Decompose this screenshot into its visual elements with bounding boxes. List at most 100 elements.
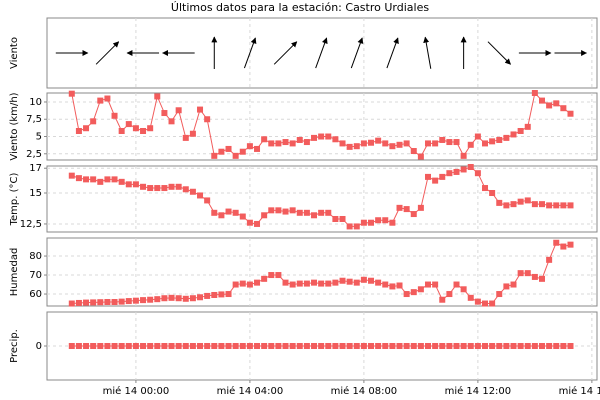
y-tick-label: 0 [36, 341, 42, 352]
point-marker [282, 139, 289, 146]
point-marker [147, 343, 154, 349]
point-marker [132, 297, 139, 304]
point-marker [332, 279, 339, 286]
point-marker [161, 185, 168, 192]
point-marker [410, 211, 417, 218]
point-marker [325, 280, 332, 287]
point-marker [553, 239, 560, 246]
point-marker [396, 204, 403, 211]
point-marker [232, 343, 239, 349]
point-marker [90, 176, 97, 183]
point-marker [467, 141, 474, 148]
point-marker [289, 281, 296, 288]
y-tick-label: 60 [29, 289, 42, 300]
point-marker [531, 90, 538, 96]
point-marker [118, 343, 125, 349]
point-marker [218, 291, 225, 298]
point-marker [197, 294, 204, 301]
point-marker [346, 278, 353, 285]
point-marker [503, 202, 510, 209]
point-marker [560, 343, 567, 349]
point-marker [467, 294, 474, 301]
point-marker [125, 181, 132, 188]
y-axis-label: Viento (km/h) [9, 92, 20, 160]
point-marker [296, 136, 303, 143]
point-marker [353, 279, 360, 286]
point-marker [140, 343, 147, 349]
point-marker [360, 140, 367, 147]
point-marker [531, 343, 538, 349]
point-marker [154, 185, 161, 192]
point-marker [311, 212, 318, 219]
point-marker [296, 209, 303, 216]
point-marker [90, 299, 97, 306]
point-marker [140, 297, 147, 304]
panel-frame [46, 165, 598, 233]
point-marker [546, 102, 553, 109]
point-marker [567, 110, 574, 117]
point-marker [425, 343, 432, 349]
panel-frame [46, 237, 598, 307]
point-marker [90, 343, 97, 349]
point-marker [453, 343, 460, 349]
point-marker [425, 140, 432, 147]
point-marker [182, 343, 189, 349]
wind-arrow [487, 41, 511, 65]
point-marker [75, 175, 82, 182]
point-marker [104, 299, 111, 306]
point-marker [539, 201, 545, 208]
point-marker [154, 343, 161, 349]
point-marker [225, 145, 232, 152]
point-marker [211, 152, 218, 159]
point-marker [111, 343, 118, 349]
point-marker [396, 282, 403, 289]
wind-arrow [273, 41, 298, 65]
point-marker [318, 343, 325, 349]
point-marker [332, 343, 339, 349]
point-marker [375, 343, 382, 349]
point-marker [460, 343, 467, 349]
point-marker [232, 209, 239, 216]
y-axis-label: Precip. [9, 329, 20, 363]
point-marker [161, 295, 168, 302]
point-marker [311, 343, 318, 349]
point-marker [168, 118, 175, 125]
point-marker [496, 199, 503, 206]
point-marker [503, 134, 510, 141]
point-marker [189, 188, 196, 195]
point-marker [474, 170, 481, 177]
point-marker [517, 127, 524, 134]
point-marker [567, 241, 574, 248]
point-marker [403, 140, 410, 147]
point-marker [97, 97, 104, 104]
point-marker [517, 343, 524, 349]
point-marker [318, 133, 325, 140]
point-marker [325, 209, 332, 216]
point-marker [189, 130, 196, 137]
point-marker [118, 298, 125, 305]
point-marker [104, 176, 111, 183]
point-marker [539, 343, 545, 349]
point-marker [118, 127, 125, 134]
wind-arrow [243, 37, 257, 69]
point-marker [517, 270, 524, 277]
point-marker [282, 208, 289, 215]
point-marker [303, 139, 310, 146]
point-marker [268, 207, 275, 214]
point-marker [175, 107, 182, 114]
point-marker [104, 343, 111, 349]
point-marker [503, 283, 510, 290]
point-marker [325, 133, 332, 140]
point-marker [353, 343, 360, 349]
point-marker [125, 343, 132, 349]
point-marker [439, 296, 446, 303]
point-marker [182, 134, 189, 141]
point-marker [246, 143, 253, 150]
point-marker [111, 299, 118, 306]
point-marker [403, 343, 410, 349]
y-tick-label: 10 [29, 97, 42, 108]
point-marker [318, 280, 325, 287]
point-marker [346, 343, 353, 349]
point-marker [175, 183, 182, 190]
point-marker [189, 343, 196, 349]
